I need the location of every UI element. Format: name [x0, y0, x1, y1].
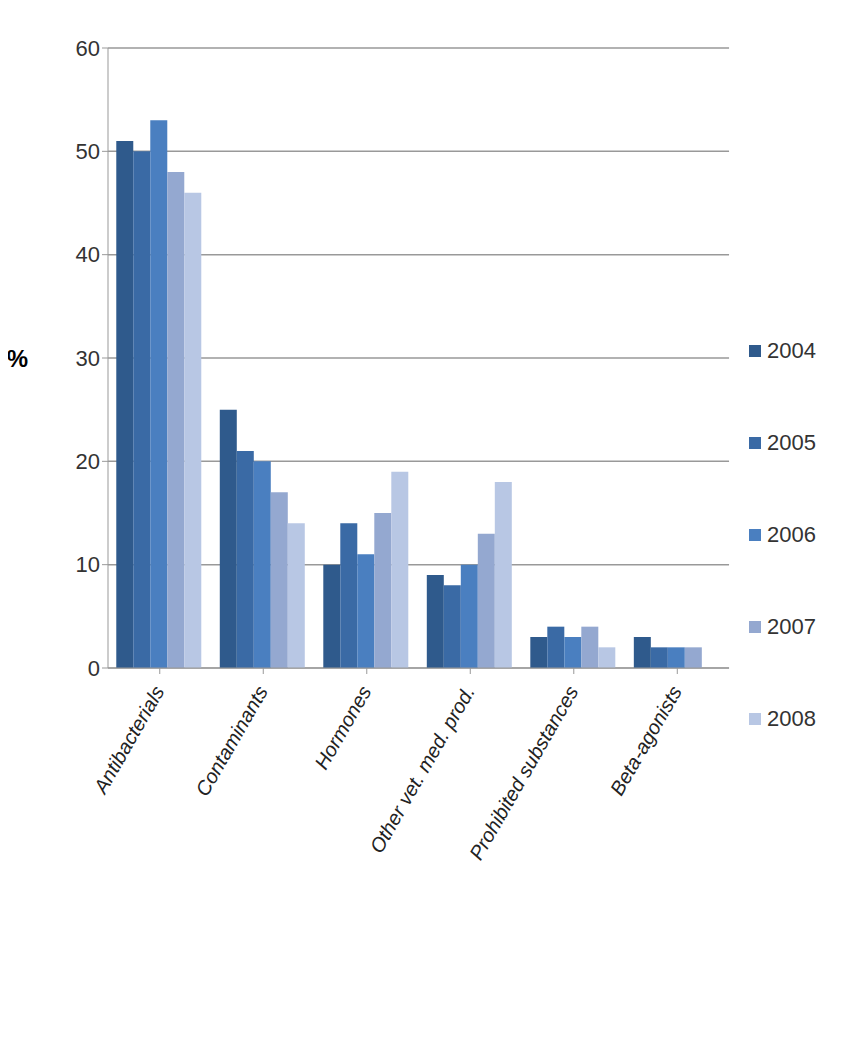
svg-text:Beta-agonists: Beta-agonists: [606, 682, 686, 799]
svg-text:60: 60: [76, 36, 100, 61]
html-text:2004: 2004: [767, 338, 816, 363]
html-text:2008: 2008: [767, 706, 816, 731]
svg-text:50: 50: [76, 139, 100, 164]
svg-text:Contaminants: Contaminants: [191, 682, 272, 800]
svg-text:Prohibited substances: Prohibited substances: [465, 682, 582, 863]
svg-text:Antibacterials: Antibacterials: [89, 682, 169, 798]
svg-text:0: 0: [88, 656, 100, 681]
svg-text:30: 30: [76, 346, 100, 371]
svg-text:20: 20: [76, 449, 100, 474]
svg-text:Other vet. med. prod.: Other vet. med. prod.: [365, 682, 479, 857]
html-text:2005: 2005: [767, 430, 816, 455]
svg-text:40: 40: [76, 242, 100, 267]
svg-text:%: %: [8, 345, 28, 372]
html-text:2007: 2007: [767, 614, 816, 639]
svg-text:10: 10: [76, 552, 100, 577]
html-text:2006: 2006: [767, 522, 816, 547]
svg-text:Hormones: Hormones: [310, 682, 375, 773]
